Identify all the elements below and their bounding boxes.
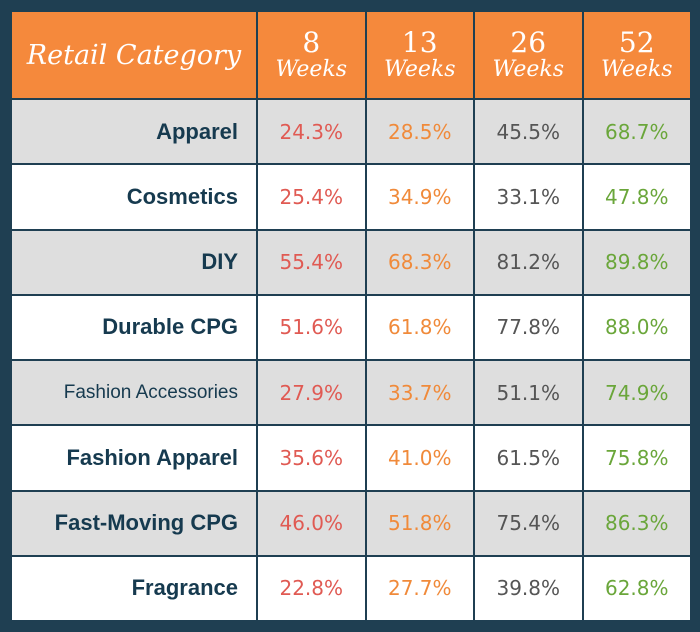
- row-category: Fashion Accessories: [10, 358, 258, 427]
- retention-table-frame: Retail Category 8 Weeks 13 Weeks 26 Week…: [10, 10, 692, 623]
- cell-13-weeks: 41.0%: [364, 424, 475, 492]
- cell-8-weeks: 27.9%: [256, 358, 367, 427]
- row-category: Durable CPG: [10, 293, 258, 362]
- cell-13-weeks: 28.5%: [364, 97, 475, 166]
- header-26-weeks: 26 Weeks: [473, 10, 584, 100]
- table-row: Apparel 24.3% 28.5% 45.5% 68.7%: [10, 97, 692, 166]
- row-category: Fragrance: [10, 554, 258, 623]
- header-13-weeks: 13 Weeks: [364, 10, 475, 100]
- cell-13-weeks: 33.7%: [364, 358, 475, 427]
- cell-8-weeks: 55.4%: [256, 228, 367, 296]
- cell-13-weeks: 51.8%: [364, 489, 475, 557]
- table-row: Fast-Moving CPG 46.0% 51.8% 75.4% 86.3%: [10, 489, 692, 557]
- row-category: Fashion Apparel: [10, 424, 258, 492]
- retention-table: Retail Category 8 Weeks 13 Weeks 26 Week…: [10, 10, 692, 623]
- header-week-number: 52: [618, 26, 655, 59]
- cell-8-weeks: 35.6%: [256, 424, 367, 492]
- header-row: Retail Category 8 Weeks 13 Weeks 26 Week…: [10, 10, 692, 100]
- cell-52-weeks: 47.8%: [581, 163, 692, 231]
- table-row: Cosmetics 25.4% 34.9% 33.1% 47.8%: [10, 163, 692, 231]
- cell-8-weeks: 51.6%: [256, 293, 367, 362]
- cell-8-weeks: 25.4%: [256, 163, 367, 231]
- header-8-weeks: 8 Weeks: [256, 10, 367, 100]
- table-row: Fragrance 22.8% 27.7% 39.8% 62.8%: [10, 554, 692, 623]
- table-row: Durable CPG 51.6% 61.8% 77.8% 88.0%: [10, 293, 692, 362]
- cell-26-weeks: 33.1%: [473, 163, 584, 231]
- header-week-label: Weeks: [601, 57, 673, 82]
- cell-13-weeks: 34.9%: [364, 163, 475, 231]
- cell-52-weeks: 89.8%: [581, 228, 692, 296]
- header-52-weeks: 52 Weeks: [581, 10, 692, 100]
- cell-26-weeks: 75.4%: [473, 489, 584, 557]
- cell-52-weeks: 88.0%: [581, 293, 692, 362]
- cell-13-weeks: 61.8%: [364, 293, 475, 362]
- header-week-label: Weeks: [492, 57, 564, 82]
- row-category: Apparel: [10, 97, 258, 166]
- header-week-number: 26: [510, 26, 547, 59]
- cell-8-weeks: 24.3%: [256, 97, 367, 166]
- header-retail-category: Retail Category: [10, 10, 258, 100]
- header-week-label: Weeks: [275, 57, 347, 82]
- cell-26-weeks: 45.5%: [473, 97, 584, 166]
- row-category: DIY: [10, 228, 258, 296]
- cell-26-weeks: 77.8%: [473, 293, 584, 362]
- cell-8-weeks: 46.0%: [256, 489, 367, 557]
- header-week-number: 13: [401, 26, 438, 59]
- row-category: Fast-Moving CPG: [10, 489, 258, 557]
- header-week-number: 8: [302, 26, 321, 59]
- cell-8-weeks: 22.8%: [256, 554, 367, 623]
- table-row: Fashion Accessories 27.9% 33.7% 51.1% 74…: [10, 358, 692, 427]
- cell-52-weeks: 75.8%: [581, 424, 692, 492]
- cell-52-weeks: 62.8%: [581, 554, 692, 623]
- row-category: Cosmetics: [10, 163, 258, 231]
- cell-26-weeks: 61.5%: [473, 424, 584, 492]
- cell-26-weeks: 51.1%: [473, 358, 584, 427]
- cell-26-weeks: 81.2%: [473, 228, 584, 296]
- header-week-label: Weeks: [384, 57, 456, 82]
- cell-52-weeks: 68.7%: [581, 97, 692, 166]
- cell-52-weeks: 86.3%: [581, 489, 692, 557]
- cell-13-weeks: 27.7%: [364, 554, 475, 623]
- table-row: Fashion Apparel 35.6% 41.0% 61.5% 75.8%: [10, 424, 692, 492]
- table-row: DIY 55.4% 68.3% 81.2% 89.8%: [10, 228, 692, 296]
- cell-26-weeks: 39.8%: [473, 554, 584, 623]
- cell-13-weeks: 68.3%: [364, 228, 475, 296]
- cell-52-weeks: 74.9%: [581, 358, 692, 427]
